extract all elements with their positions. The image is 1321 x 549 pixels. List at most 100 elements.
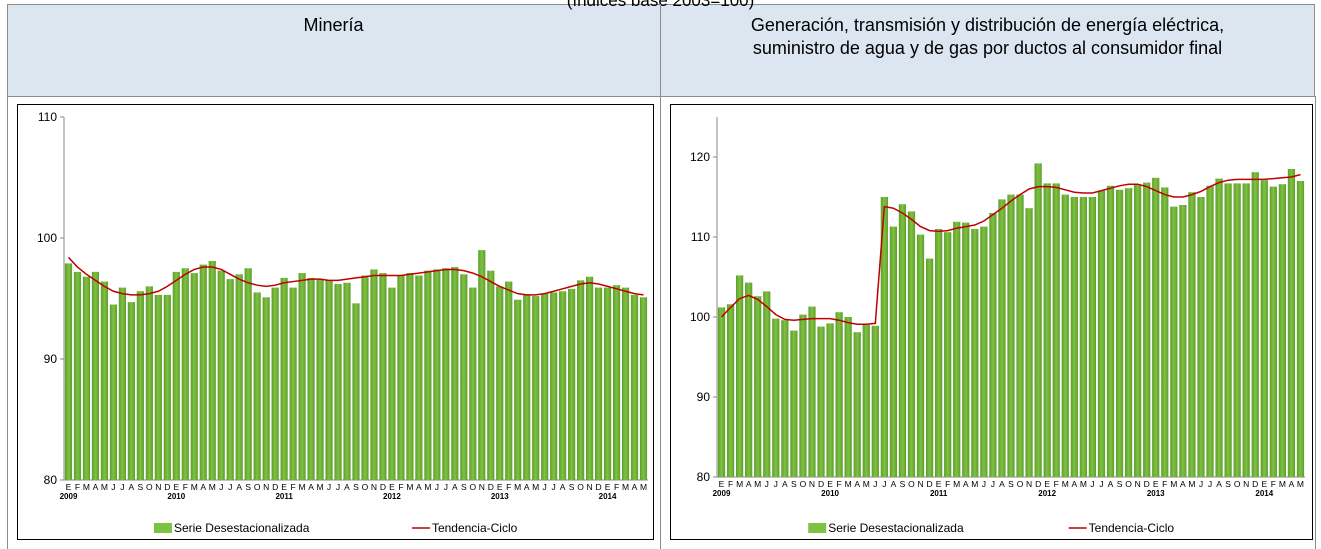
- bar: [343, 282, 351, 480]
- x-tick-label: J: [765, 479, 769, 489]
- bar: [1296, 181, 1305, 477]
- x-tick-label: J: [543, 482, 547, 492]
- x-tick-label: E: [173, 482, 179, 492]
- bar: [136, 291, 144, 480]
- panel-title: Generación, transmisión y distribución d…: [750, 15, 1225, 58]
- x-tick-label: F: [945, 479, 950, 489]
- bar: [639, 297, 648, 480]
- legend-label: Tendencia-Ciclo: [432, 521, 518, 535]
- bar: [808, 306, 816, 477]
- x-tick-label: N: [917, 479, 923, 489]
- panel-title: Minería: [303, 15, 364, 35]
- bar: [262, 297, 270, 480]
- chart-border: [670, 104, 1313, 540]
- bar: [379, 273, 387, 480]
- bar: [316, 279, 324, 480]
- bar: [1188, 192, 1196, 477]
- trend-line: [67, 256, 644, 296]
- bar: [953, 221, 961, 477]
- chart-border: [17, 104, 654, 540]
- x-tick-label: E: [827, 479, 833, 489]
- x-tick-label: O: [254, 482, 261, 492]
- x-tick-label: M: [101, 482, 108, 492]
- bar: [289, 287, 297, 480]
- x-tick-label: S: [569, 482, 575, 492]
- x-tick-label: F: [398, 482, 403, 492]
- bar: [73, 271, 82, 480]
- x-tick-label: D: [818, 479, 824, 489]
- bar: [199, 264, 207, 480]
- bar: [325, 280, 333, 480]
- y-tick-label: 110: [38, 110, 57, 124]
- bar: [1106, 185, 1115, 478]
- bar: [1115, 189, 1124, 478]
- x-tick-label: F: [614, 482, 619, 492]
- x-tick-label: D: [927, 479, 933, 489]
- bar: [118, 287, 126, 480]
- bar: [1287, 169, 1296, 477]
- y-tick-label: 110: [691, 230, 710, 244]
- x-tick-label: M: [1080, 479, 1087, 489]
- x-tick-label: J: [111, 482, 115, 492]
- bar: [1215, 178, 1223, 477]
- bar: [1179, 205, 1187, 477]
- bar: [64, 263, 73, 480]
- x-tick-label: S: [245, 482, 251, 492]
- bar: [469, 287, 477, 480]
- bar: [898, 204, 907, 477]
- x-tick-label: E: [1261, 479, 1267, 489]
- bar: [594, 287, 603, 480]
- x-tick-label: A: [200, 482, 206, 492]
- x-tick-label: E: [497, 482, 503, 492]
- x-tick-label: N: [155, 482, 161, 492]
- bar: [925, 258, 934, 477]
- year-label: 2011: [275, 492, 293, 501]
- x-tick-label: E: [66, 482, 72, 492]
- bar: [1269, 186, 1277, 477]
- x-tick-label: S: [138, 482, 144, 492]
- x-tick-label: E: [389, 482, 395, 492]
- year-label: 2014: [1255, 489, 1273, 498]
- legend-label: Serie Desestacionalizada: [828, 521, 964, 535]
- x-tick-label: A: [1108, 479, 1114, 489]
- bar: [630, 294, 639, 480]
- bar: [361, 275, 369, 480]
- x-tick-label: E: [936, 479, 942, 489]
- bar: [989, 213, 997, 477]
- x-tick-label: O: [908, 479, 915, 489]
- bar: [307, 277, 315, 480]
- x-tick-label: J: [120, 482, 124, 492]
- bar: [944, 232, 952, 477]
- bar: [280, 277, 288, 480]
- legend-label: Serie Desestacionalizada: [174, 521, 310, 535]
- x-tick-label: M: [1297, 479, 1304, 489]
- bar: [370, 269, 378, 480]
- x-tick-label: S: [461, 482, 467, 492]
- bar: [352, 303, 360, 480]
- x-tick-label: M: [424, 482, 431, 492]
- x-tick-label: A: [854, 479, 860, 489]
- year-label: 2014: [599, 492, 617, 501]
- x-tick-label: S: [900, 479, 906, 489]
- bar: [1260, 180, 1268, 477]
- x-tick-label: M: [640, 482, 647, 492]
- x-tick-label: J: [1090, 479, 1094, 489]
- bar: [496, 286, 504, 480]
- x-tick-label: M: [863, 479, 870, 489]
- year-label: 2010: [167, 492, 185, 501]
- x-tick-label: O: [1234, 479, 1241, 489]
- bar: [568, 288, 576, 480]
- bar: [1088, 197, 1097, 477]
- x-tick-label: D: [164, 482, 170, 492]
- x-tick-label: O: [469, 482, 476, 492]
- x-tick-label: S: [1008, 479, 1014, 489]
- bar: [271, 287, 279, 480]
- bar: [735, 275, 744, 477]
- x-tick-label: M: [1170, 479, 1177, 489]
- x-tick-label: M: [514, 482, 521, 492]
- bar: [754, 296, 762, 477]
- x-tick-label: J: [552, 482, 556, 492]
- bar: [889, 226, 898, 477]
- bar: [844, 317, 852, 477]
